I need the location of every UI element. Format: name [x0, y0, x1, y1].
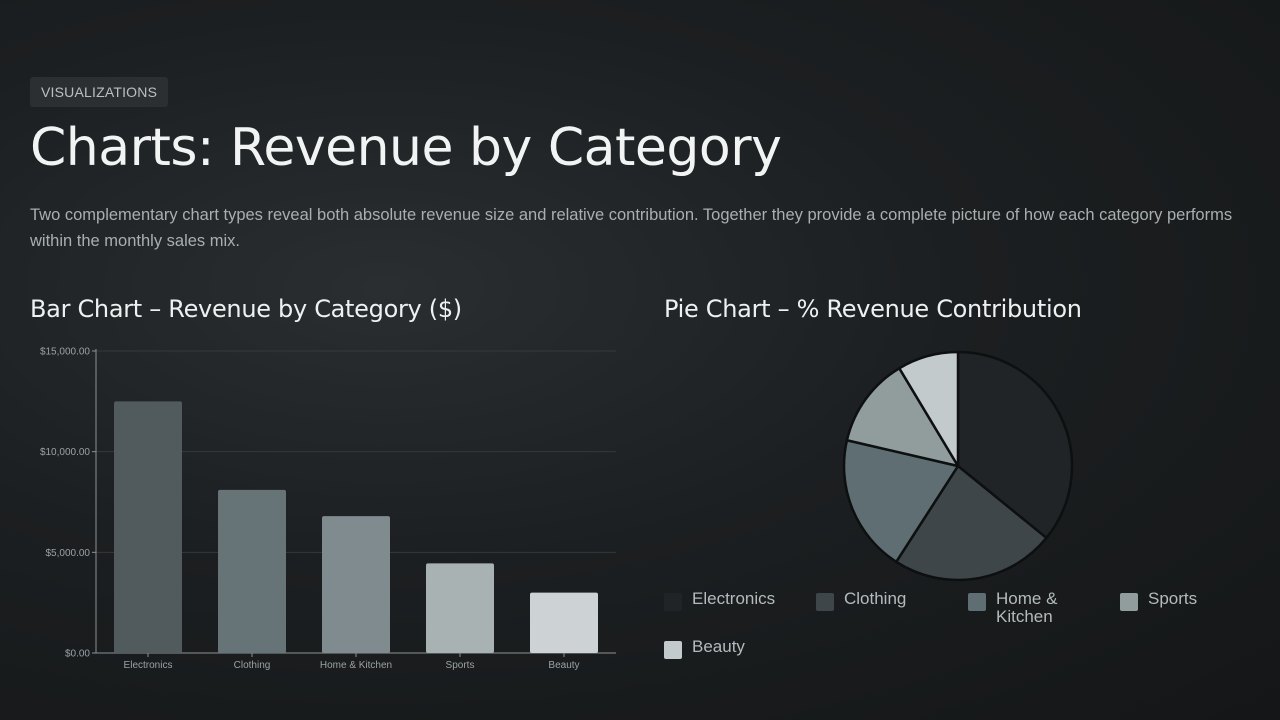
- x-tick-label: Beauty: [548, 660, 579, 671]
- legend-swatch: [968, 593, 986, 611]
- pie-slice: [894, 464, 1048, 582]
- bar: [530, 592, 598, 653]
- bar: [218, 489, 286, 653]
- bar: [114, 401, 182, 653]
- legend-label: Electronics: [692, 589, 776, 608]
- legend-item: Electronics: [664, 590, 816, 626]
- page-description: Two complementary chart types reveal bot…: [30, 206, 1233, 250]
- bar-chart-title: Bar Chart – Revenue by Category ($): [30, 295, 462, 323]
- y-tick-label: $15,000.00: [40, 347, 90, 358]
- x-tick-label: Electronics: [124, 660, 173, 671]
- legend-label: Beauty: [692, 637, 745, 656]
- pie-slice: [956, 350, 1074, 540]
- legend-item: Beauty: [664, 638, 816, 659]
- y-tick-label: $10,000.00: [40, 447, 90, 458]
- legend-item: Sports: [1120, 590, 1264, 626]
- bar: [322, 516, 390, 653]
- x-tick-label: Clothing: [234, 660, 271, 671]
- pie-slice: [842, 439, 960, 564]
- pie-chart-title: Pie Chart – % Revenue Contribution: [664, 295, 1082, 323]
- legend-label: Home & Kitchen: [996, 589, 1058, 626]
- pie-slice: [845, 367, 960, 468]
- legend-swatch: [664, 641, 682, 659]
- legend-swatch: [1120, 593, 1138, 611]
- legend-swatch: [816, 593, 834, 611]
- page-title: Charts: Revenue by Category: [30, 118, 782, 178]
- bar-chart: $0.00 $5,000.00 $10,000.00 $15,000.00 Electr…: [40, 347, 616, 671]
- legend-label: Sports: [1148, 589, 1198, 608]
- y-tick-label: $0.00: [65, 649, 90, 660]
- legend-swatch: [664, 593, 682, 611]
- bar: [426, 563, 494, 653]
- x-tick-label: Home & Kitchen: [320, 660, 392, 671]
- legend-label: Clothing: [844, 589, 907, 608]
- legend-item: Home & Kitchen: [968, 590, 1120, 626]
- x-tick-label: Sports: [446, 660, 475, 671]
- section-tag: VISUALIZATIONS: [30, 77, 169, 107]
- pie-legend: Electronics Clothing Home & Kitchen Sports B…: [664, 590, 1264, 659]
- y-tick-label: $5,000.00: [46, 548, 91, 559]
- pie-slice: [898, 350, 960, 468]
- legend-item: Clothing: [816, 590, 968, 626]
- pie-chart: [842, 350, 1074, 582]
